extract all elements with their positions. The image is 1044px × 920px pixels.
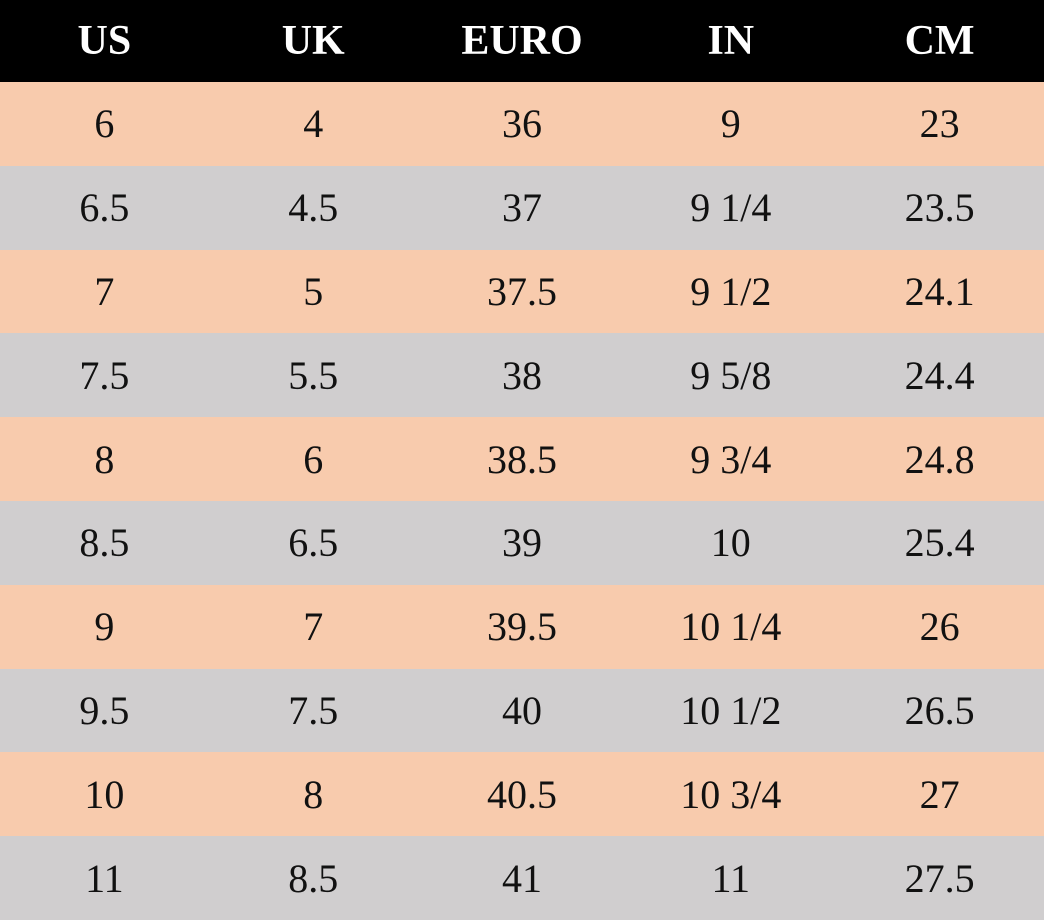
table-row: 8.5 6.5 39 10 25.4 — [0, 501, 1044, 585]
table-cell: 7.5 — [288, 687, 339, 733]
table-cell: 25.4 — [904, 520, 975, 566]
table-cell: 9 — [94, 604, 115, 650]
table-cell: 4.5 — [288, 185, 339, 231]
table-cell: 6 — [303, 436, 324, 482]
table-cell: 5 — [303, 268, 324, 314]
table-row: 9 7 39.5 10 1/4 26 — [0, 584, 1044, 669]
table-cell: 27.5 — [904, 855, 975, 901]
table-cell: 8 — [94, 436, 115, 482]
table-cell: 27 — [919, 771, 960, 817]
table-cell: 40 — [501, 687, 542, 733]
table-cell: 10 — [84, 771, 125, 817]
header-cell: IN — [707, 18, 755, 64]
table-cell: 26 — [919, 604, 960, 650]
table-cell: 9 1/4 — [690, 185, 772, 231]
table-cell: 9 5/8 — [690, 352, 772, 398]
table-cell: 11 — [85, 855, 124, 901]
table-cell: 5.5 — [288, 352, 339, 398]
table-cell: 24.8 — [904, 436, 975, 482]
table-cell: 37.5 — [486, 268, 557, 314]
table-cell: 6.5 — [288, 520, 339, 566]
table-cell: 11 — [711, 855, 751, 901]
table-cell: 7 — [94, 268, 115, 314]
table-row: 10 8 40.5 10 3/4 27 — [0, 752, 1044, 837]
table-row: 7.5 5.5 38 9 5/8 24.4 — [0, 333, 1044, 418]
table-row: 6.5 4.5 37 9 1/4 23.5 — [0, 165, 1044, 250]
table-cell: 23.5 — [904, 185, 975, 231]
header-cell: EURO — [461, 18, 583, 64]
table-row: 7 5 37.5 9 1/2 24.1 — [0, 249, 1044, 334]
table-cell: 39 — [501, 520, 542, 566]
table-cell: 24.1 — [904, 268, 975, 314]
header-row: US UK EURO IN CM — [0, 0, 1044, 82]
header-cell: US — [77, 18, 132, 64]
table-cell: 9 — [720, 101, 741, 147]
table-cell: 40.5 — [486, 771, 557, 817]
table-cell: 8 — [303, 771, 324, 817]
table-cell: 23 — [919, 101, 960, 147]
table-cell: 38.5 — [486, 436, 557, 482]
table-cell: 41 — [501, 855, 542, 901]
table-cell: 39.5 — [486, 604, 557, 650]
table-cell: 26.5 — [904, 687, 975, 733]
table-cell: 36 — [501, 101, 542, 147]
table-cell: 10 3/4 — [680, 771, 782, 817]
table-cell: 6 — [94, 101, 115, 147]
table-row: 8 6 38.5 9 3/4 24.8 — [0, 417, 1044, 501]
table-row: 6 4 36 9 23 — [0, 82, 1044, 166]
table-row: 9.5 7.5 40 10 1/2 26.5 — [0, 668, 1044, 753]
table-cell: 4 — [303, 101, 324, 147]
table-cell: 10 1/4 — [680, 604, 782, 650]
table-cell: 8.5 — [79, 520, 130, 566]
header-cell: CM — [904, 18, 975, 64]
table-cell: 38 — [501, 352, 542, 398]
table-cell: 6.5 — [79, 185, 130, 231]
table-cell: 37 — [501, 185, 542, 231]
table-cell: 10 1/2 — [680, 687, 782, 733]
table-cell: 9 1/2 — [690, 268, 772, 314]
table-cell: 9.5 — [79, 687, 130, 733]
table-cell: 24.4 — [904, 352, 975, 398]
table-cell: 8.5 — [288, 855, 339, 901]
table-cell: 10 — [710, 520, 751, 566]
table-cell: 7.5 — [79, 352, 130, 398]
table-cell: 7 — [303, 604, 324, 650]
table-row: 11 8.5 41 11 27.5 — [0, 836, 1044, 920]
header-cell: UK — [281, 18, 345, 64]
table-cell: 9 3/4 — [690, 436, 772, 482]
